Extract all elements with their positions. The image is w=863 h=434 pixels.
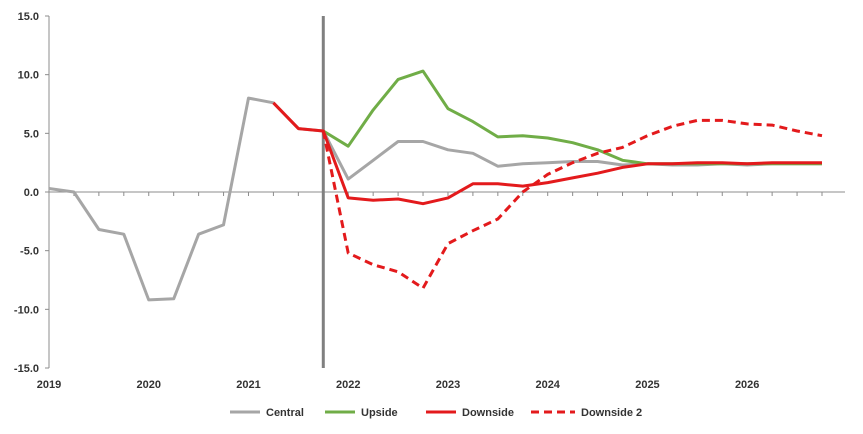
series-line-central (48, 96, 822, 302)
y-axis: 15.0 10.0 5.0 0.0 -5.0 -10.0 -15.0 (14, 11, 50, 375)
y-tick-label: 5.0 (24, 128, 39, 140)
legend: Central Upside Downside Downside 2 (230, 407, 642, 419)
legend-label-upside: Upside (361, 407, 398, 419)
series-line-upside (322, 69, 822, 166)
x-tick-label: 2021 (236, 379, 260, 391)
y-tick-label: 15.0 (18, 11, 39, 23)
series-line-downside (272, 101, 822, 206)
x-tick-label: 2024 (535, 379, 560, 391)
legend-label-central: Central (266, 407, 304, 419)
legend-label-downside-2: Downside 2 (581, 407, 642, 419)
x-tick-label: 2019 (37, 379, 61, 391)
x-tick-label: 2020 (136, 379, 160, 391)
y-tick-label: 0.0 (24, 187, 39, 199)
series-line-downside-2 (321, 118, 823, 290)
x-tick-label: 2025 (635, 379, 659, 391)
x-axis: 2019 2020 2021 2022 2023 2024 2025 2026 (37, 191, 845, 391)
y-tick-label: -15.0 (14, 363, 39, 375)
x-tick-label: 2023 (436, 379, 460, 391)
x-tick-label: 2026 (735, 379, 759, 391)
series-lines (48, 69, 823, 302)
y-tick-label: -5.0 (20, 246, 39, 258)
y-tick-label: -10.0 (14, 304, 39, 316)
legend-label-downside: Downside (462, 407, 514, 419)
x-tick-label: 2022 (336, 379, 360, 391)
y-tick-label: 10.0 (18, 70, 39, 82)
